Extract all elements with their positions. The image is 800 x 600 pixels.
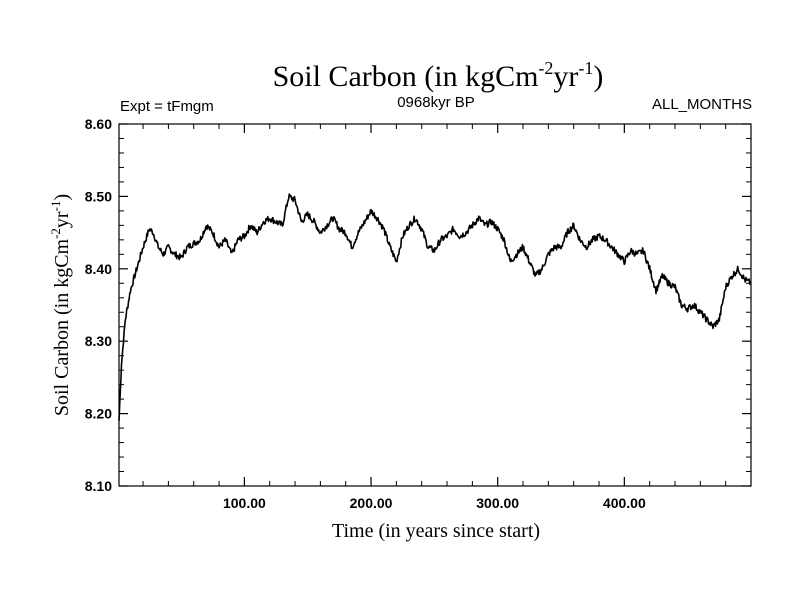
x-axis-label: Time (in years since start) [332,520,540,542]
months-label: ALL_MONTHS [652,96,752,113]
y-axis-label: Soil Carbon (in kgCm-2yr-1) [48,194,73,416]
y-tick-label: 8.60 [85,116,112,132]
x-tick-label: 200.00 [350,495,393,511]
x-tick-label: 100.00 [223,495,266,511]
y-axis: 8.10 8.20 8.30 8.40 8.50 8.60 [85,116,751,494]
experiment-label: Expt = tFmgm [120,98,214,115]
chart-title: Soil Carbon (in kgCm-2yr-1) [273,58,604,93]
y-tick-label: 8.20 [85,406,112,422]
x-tick-label: 300.00 [476,495,519,511]
series-line-soil-carbon [118,193,752,421]
x-tick-label: 400.00 [603,495,646,511]
y-tick-label: 8.40 [85,261,112,277]
y-tick-label: 8.30 [85,333,112,349]
y-tick-label: 8.50 [85,188,112,204]
y-tick-label: 8.10 [85,478,112,494]
x-axis: 100.00 200.00 300.00 400.00 [142,124,727,511]
plot-frame [118,123,752,487]
period-label: 0968kyr BP [397,94,475,111]
